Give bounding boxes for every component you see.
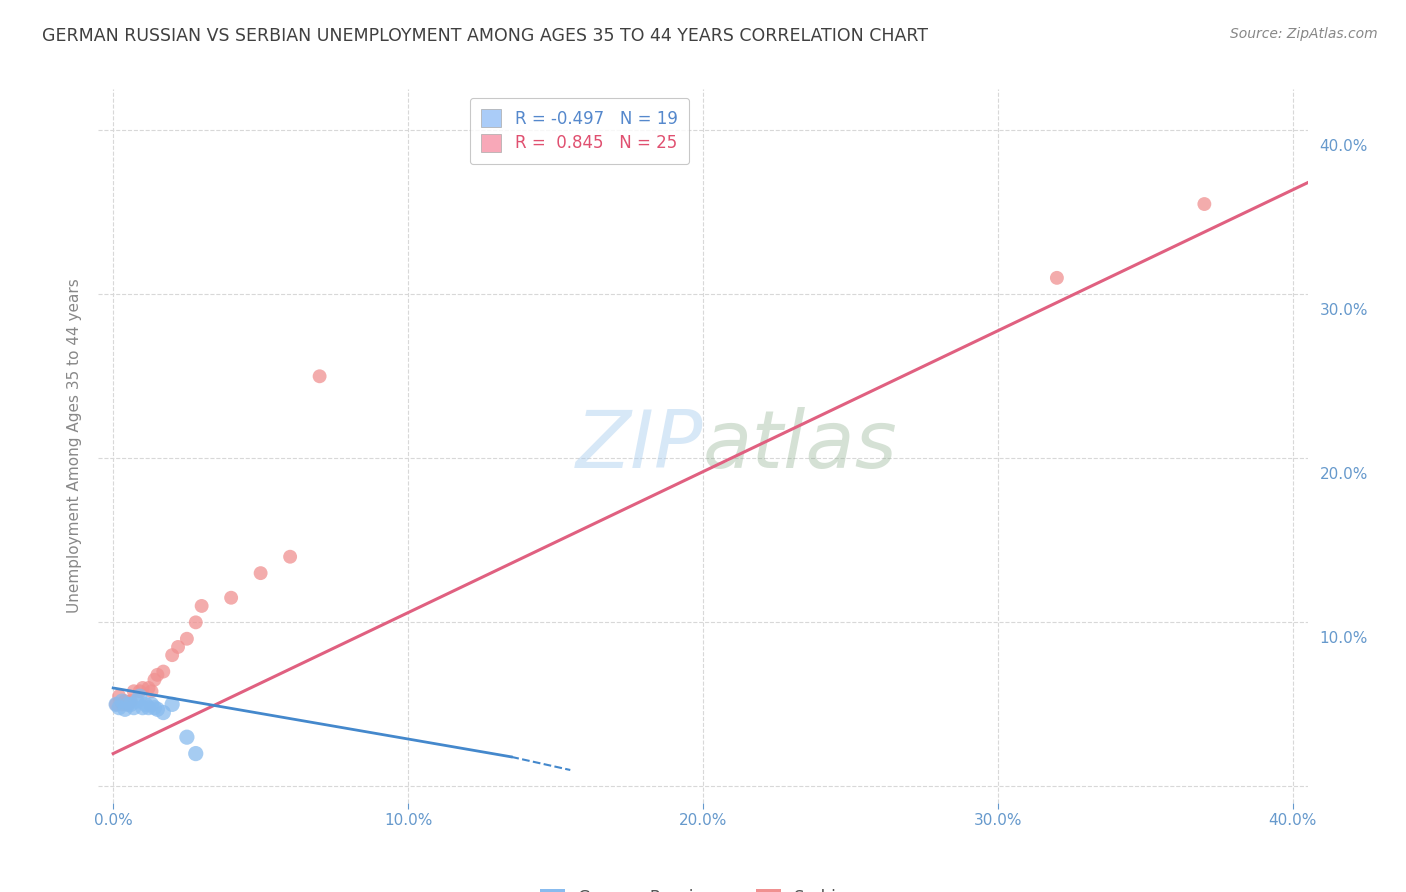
Point bbox=[125, 694, 148, 708]
Point bbox=[141, 684, 163, 698]
Point bbox=[184, 747, 207, 761]
Point bbox=[128, 689, 150, 703]
Text: GERMAN RUSSIAN VS SERBIAN UNEMPLOYMENT AMONG AGES 35 TO 44 YEARS CORRELATION CHA: GERMAN RUSSIAN VS SERBIAN UNEMPLOYMENT A… bbox=[42, 27, 928, 45]
Point bbox=[122, 700, 145, 714]
Point bbox=[111, 694, 134, 708]
Point bbox=[1194, 197, 1216, 211]
Text: atlas: atlas bbox=[703, 407, 898, 485]
Point bbox=[176, 632, 198, 646]
Point bbox=[167, 640, 190, 654]
Point bbox=[122, 684, 145, 698]
Point bbox=[108, 689, 131, 703]
Point bbox=[111, 698, 134, 712]
Text: Source: ZipAtlas.com: Source: ZipAtlas.com bbox=[1230, 27, 1378, 41]
Point bbox=[128, 684, 150, 698]
Point bbox=[278, 549, 301, 564]
Point bbox=[146, 702, 169, 716]
Point bbox=[105, 698, 128, 712]
Point bbox=[176, 730, 198, 744]
Point bbox=[1046, 270, 1069, 285]
Point bbox=[114, 694, 136, 708]
Text: 40.0%: 40.0% bbox=[1320, 139, 1368, 154]
Point bbox=[138, 700, 160, 714]
Point bbox=[143, 700, 166, 714]
Y-axis label: Unemployment Among Ages 35 to 44 years: Unemployment Among Ages 35 to 44 years bbox=[67, 278, 83, 614]
Point bbox=[143, 673, 166, 687]
Point bbox=[152, 665, 174, 679]
Point bbox=[108, 700, 131, 714]
Point bbox=[135, 698, 157, 712]
Point bbox=[117, 698, 139, 712]
Point bbox=[105, 698, 128, 712]
Text: 10.0%: 10.0% bbox=[1320, 632, 1368, 647]
Text: ZIP: ZIP bbox=[575, 407, 703, 485]
Point bbox=[146, 668, 169, 682]
Point bbox=[120, 694, 142, 708]
Point bbox=[160, 648, 183, 662]
Point bbox=[190, 599, 212, 613]
Point bbox=[160, 698, 183, 712]
Point bbox=[131, 700, 153, 714]
Point bbox=[308, 369, 330, 384]
Point bbox=[138, 681, 160, 695]
Point bbox=[184, 615, 207, 630]
Point bbox=[131, 681, 153, 695]
Text: 20.0%: 20.0% bbox=[1320, 467, 1368, 483]
Point bbox=[120, 698, 142, 712]
Point bbox=[114, 702, 136, 716]
Point bbox=[152, 706, 174, 720]
Point bbox=[219, 591, 242, 605]
Point bbox=[249, 566, 271, 581]
Point bbox=[117, 698, 139, 712]
Point bbox=[141, 698, 163, 712]
Legend: German Russians, Serbians: German Russians, Serbians bbox=[533, 882, 873, 892]
Text: 30.0%: 30.0% bbox=[1320, 303, 1368, 318]
